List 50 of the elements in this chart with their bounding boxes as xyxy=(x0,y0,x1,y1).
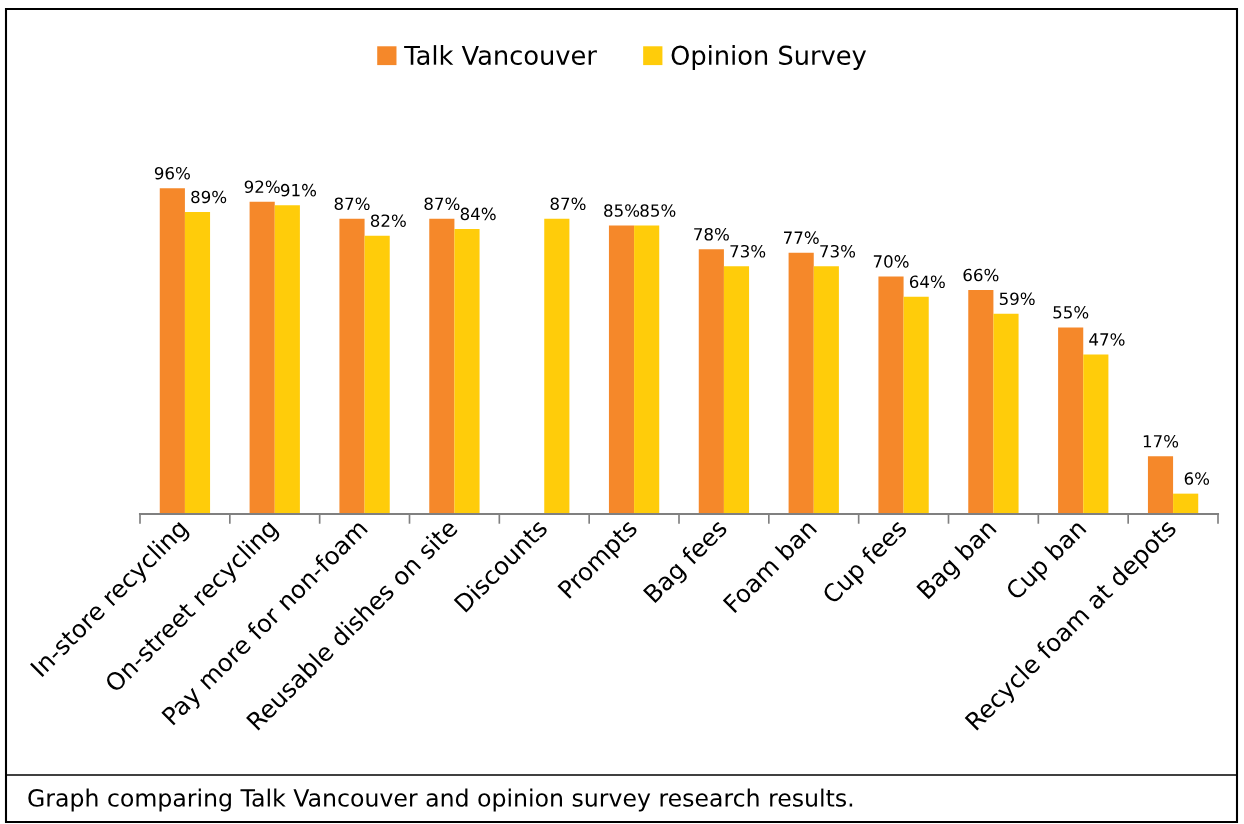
data-label: 85% xyxy=(604,204,640,217)
data-label: 6% xyxy=(1184,472,1210,485)
bar xyxy=(993,313,1019,514)
data-label: 78% xyxy=(694,227,729,241)
bar xyxy=(454,229,480,514)
data-label: 96% xyxy=(154,166,190,180)
bar xyxy=(903,296,929,514)
legend-label: Opinion Survey xyxy=(671,45,867,70)
data-label: 87% xyxy=(424,197,460,211)
bar xyxy=(968,290,994,514)
data-label: 87% xyxy=(550,197,586,211)
data-label: 47% xyxy=(1089,333,1125,346)
data-label: 66% xyxy=(963,268,999,282)
data-label: 17% xyxy=(1143,434,1179,448)
bar xyxy=(813,266,839,514)
bar xyxy=(159,188,185,514)
bar xyxy=(274,205,300,514)
data-label: 92% xyxy=(244,180,280,194)
data-label: 91% xyxy=(280,183,317,197)
bar xyxy=(723,266,750,514)
data-label: 70% xyxy=(873,255,909,268)
bar xyxy=(184,212,211,514)
bar xyxy=(878,276,904,514)
bar xyxy=(608,225,635,514)
data-label: 55% xyxy=(1053,306,1089,319)
legend-label: Talk Vancouver xyxy=(404,45,597,66)
bar xyxy=(364,235,390,514)
bar xyxy=(1147,456,1174,514)
bar xyxy=(339,218,365,514)
data-label: 59% xyxy=(999,292,1035,306)
bar xyxy=(634,225,660,514)
data-label: 73% xyxy=(820,244,856,258)
text: Graph comparing Talk Vancouver and opinion survey research results. xyxy=(28,788,853,812)
data-label: 84% xyxy=(460,207,496,221)
bar xyxy=(544,218,570,514)
bar xyxy=(249,201,275,514)
data-label: 89% xyxy=(191,190,227,204)
bar xyxy=(1173,493,1199,514)
data-label: 82% xyxy=(370,214,406,227)
bar xyxy=(429,218,455,514)
data-label: 73% xyxy=(730,244,766,258)
bar xyxy=(1058,327,1084,514)
data-label: 77% xyxy=(784,231,819,244)
bar xyxy=(788,252,814,514)
data-label: 87% xyxy=(334,197,370,211)
data-label: 85% xyxy=(640,204,676,217)
x-tick-label: Bag ban xyxy=(915,518,1001,603)
data-label: 64% xyxy=(909,275,945,289)
bar xyxy=(698,249,724,514)
bar xyxy=(1083,354,1109,514)
